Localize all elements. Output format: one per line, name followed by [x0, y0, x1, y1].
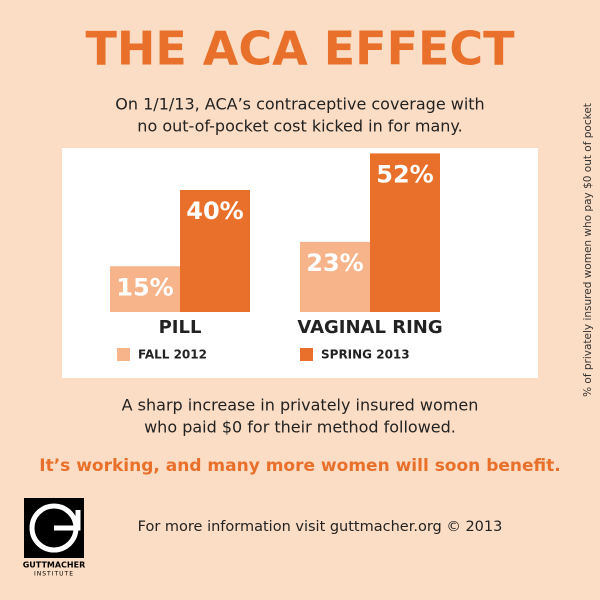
- tagline: It’s working, and many more women will s…: [39, 456, 560, 476]
- title: THE ACA EFFECT: [85, 22, 515, 76]
- logo: GUTTMACHER INSTITUTE: [23, 498, 86, 578]
- legend-label: FALL 2012: [138, 348, 207, 362]
- logo-stroke: [54, 510, 81, 531]
- category-label: PILL: [159, 317, 202, 338]
- y-axis-label: % of privately insured women who pay $0 …: [582, 103, 594, 397]
- bar-chart: 15% 40% PILL 23% 52% VAGINAL RING FALL 2012 SPR…: [110, 153, 443, 362]
- category-label: VAGINAL RING: [297, 317, 442, 338]
- bar: [180, 190, 250, 312]
- note: A sharp increase in privately insured wo…: [122, 396, 479, 415]
- value-label: 40%: [186, 197, 243, 225]
- bar: [110, 266, 180, 312]
- footer: For more information visit guttmacher.or…: [138, 519, 503, 535]
- value-label: 23%: [306, 249, 363, 277]
- bar: [370, 153, 440, 312]
- legend-swatch: [117, 348, 130, 361]
- subtitle: no out-of-pocket cost kicked in for many…: [137, 117, 462, 136]
- legend-label: SPRING 2013: [321, 348, 410, 362]
- value-label: 52%: [376, 160, 433, 188]
- legend-swatch: [300, 348, 313, 361]
- subtitle: On 1/1/13, ACA’s contraceptive coverage …: [115, 95, 484, 114]
- logo-text: INSTITUTE: [34, 571, 74, 578]
- logo-text: GUTTMACHER: [23, 561, 86, 570]
- value-label: 15%: [116, 273, 173, 301]
- note: who paid $0 for their method followed.: [144, 418, 456, 437]
- bar: [300, 241, 370, 312]
